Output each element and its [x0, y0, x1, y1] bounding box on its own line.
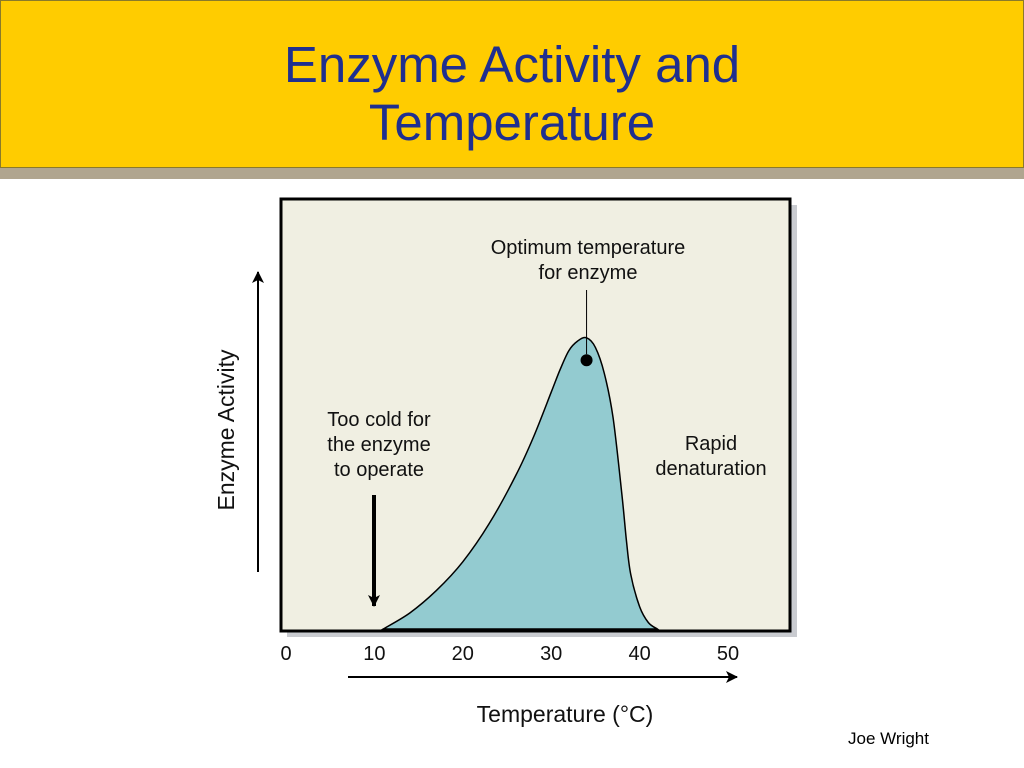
x-axis-label: Temperature (°C)	[477, 701, 654, 727]
x-tick-label: 10	[363, 643, 385, 665]
x-tick-label: 20	[452, 643, 474, 665]
annotation-line: Optimum temperature	[491, 237, 686, 259]
activity-curve	[380, 336, 660, 630]
annotation-line: denaturation	[655, 458, 766, 480]
x-tick-label: 50	[717, 643, 739, 665]
x-tick-label: 0	[280, 643, 291, 665]
y-axis-label: Enzyme Activity	[213, 349, 239, 511]
slide-title-line-2: Temperature	[368, 94, 656, 151]
title-banner-rule	[0, 168, 1024, 179]
annotation-line: for enzyme	[539, 262, 638, 284]
annotation-line: to operate	[334, 459, 424, 481]
annotation-optimum: Optimum temperature for enzyme	[491, 237, 686, 284]
annotation-too-cold: Too cold for the enzyme to operate	[327, 409, 431, 481]
annotation-line: Too cold for	[327, 409, 431, 431]
annotation-line: Rapid	[685, 433, 737, 455]
x-tick-label: 40	[628, 643, 650, 665]
annotation-denaturation: Rapid denaturation	[655, 433, 766, 480]
x-tick-label: 30	[540, 643, 562, 665]
annotation-line: the enzyme	[327, 434, 430, 456]
slide-title-line-1: Enzyme Activity and	[283, 36, 741, 93]
author-credit: Joe Wright	[848, 729, 929, 748]
slide-title: Enzyme Activity and Temperature	[0, 36, 1024, 152]
optimum-point	[580, 354, 593, 367]
title-banner	[0, 0, 1024, 168]
